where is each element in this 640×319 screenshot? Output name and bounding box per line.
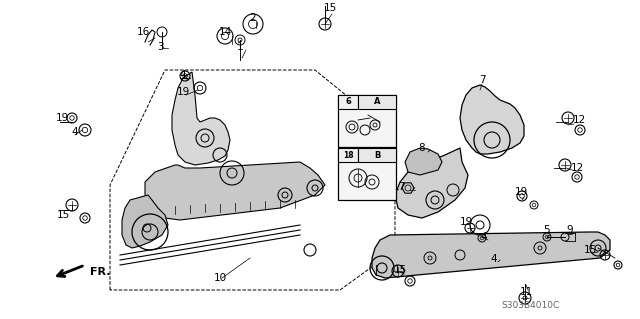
Text: 10: 10 <box>213 273 227 283</box>
Text: 19: 19 <box>515 187 527 197</box>
Text: B: B <box>374 151 380 160</box>
Bar <box>358 148 396 162</box>
Text: 12: 12 <box>570 163 584 173</box>
Polygon shape <box>395 148 468 218</box>
Text: 8: 8 <box>419 143 426 153</box>
Text: 17: 17 <box>392 182 406 192</box>
Text: 19: 19 <box>177 87 189 97</box>
Text: 3: 3 <box>157 42 163 52</box>
Polygon shape <box>460 85 524 154</box>
Text: A: A <box>374 98 380 107</box>
Text: FR.: FR. <box>90 267 111 277</box>
Text: 9: 9 <box>566 225 573 235</box>
Polygon shape <box>122 195 168 248</box>
Text: 7: 7 <box>479 75 485 85</box>
Bar <box>338 148 396 200</box>
Polygon shape <box>372 232 610 278</box>
Text: 1: 1 <box>237 42 243 52</box>
Text: 19: 19 <box>460 217 472 227</box>
Text: 14: 14 <box>218 27 232 37</box>
Text: 5: 5 <box>543 225 549 235</box>
Text: 19: 19 <box>56 113 68 123</box>
Text: S303B4010C: S303B4010C <box>501 300 559 309</box>
Text: 18: 18 <box>342 151 353 160</box>
Text: 12: 12 <box>572 115 586 125</box>
Text: 15: 15 <box>394 265 406 275</box>
Bar <box>338 148 358 162</box>
Polygon shape <box>172 72 230 165</box>
Polygon shape <box>145 162 325 220</box>
Text: 4: 4 <box>180 70 186 80</box>
Text: B: B <box>369 155 376 165</box>
Text: A: A <box>371 102 378 112</box>
Text: 11: 11 <box>520 287 532 297</box>
Text: 16: 16 <box>136 27 150 37</box>
Bar <box>358 95 396 109</box>
Text: 2: 2 <box>250 13 256 23</box>
Text: 4: 4 <box>481 232 487 242</box>
Text: 6: 6 <box>353 102 359 112</box>
Polygon shape <box>405 148 442 175</box>
Bar <box>338 95 358 109</box>
Text: 4: 4 <box>72 127 78 137</box>
Text: 15: 15 <box>584 245 596 255</box>
Text: 4: 4 <box>491 254 497 264</box>
Text: 6: 6 <box>345 98 351 107</box>
Text: 15: 15 <box>56 210 70 220</box>
Bar <box>338 95 396 147</box>
Text: 15: 15 <box>323 3 337 13</box>
Text: 18: 18 <box>346 155 358 165</box>
